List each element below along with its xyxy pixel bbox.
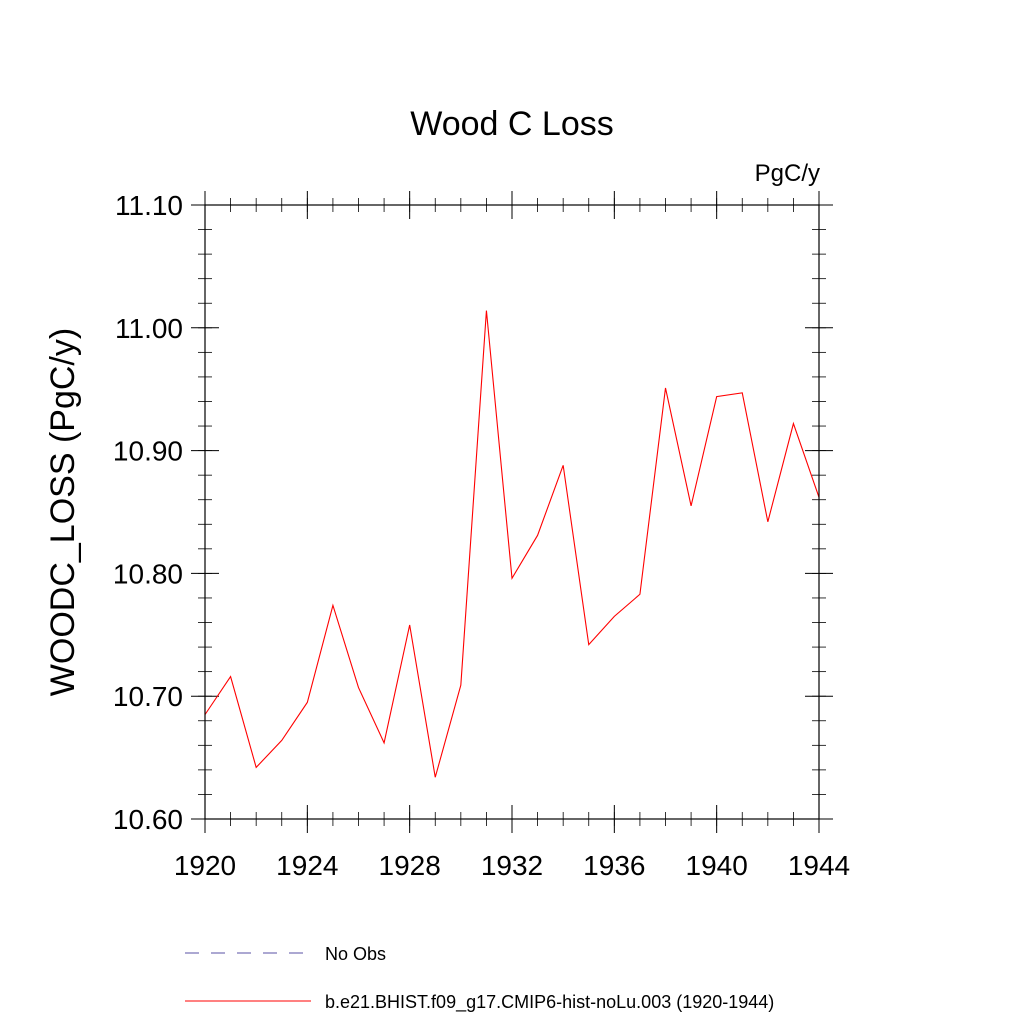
x-tick-label: 1920	[174, 850, 236, 881]
x-tick-label: 1936	[583, 850, 645, 881]
x-tick-labels: 1920 1924 1928 1932 1936 1940 1944	[174, 850, 850, 881]
x-tick-label: 1928	[379, 850, 441, 881]
x-tick-label: 1940	[686, 850, 748, 881]
y-axis-label: WOODC_LOSS (PgC/y)	[44, 328, 82, 696]
series-group	[204, 310, 820, 778]
x-tick-label: 1944	[788, 850, 850, 881]
plot-frame	[204, 204, 820, 820]
y-tick-label: 10.80	[113, 558, 183, 589]
y-tick-label: 10.70	[113, 681, 183, 712]
x-tick-label: 1932	[481, 850, 543, 881]
legend-label-series: b.e21.BHIST.f09_g17.CMIP6-hist-noLu.003 …	[325, 992, 774, 1013]
series-line-0	[204, 310, 820, 778]
x-tick-label: 1924	[276, 850, 338, 881]
legend-label-no-obs: No Obs	[325, 944, 386, 964]
axis-ticks	[191, 191, 833, 833]
y-tick-label: 11.00	[115, 313, 183, 344]
legend: No Obs b.e21.BHIST.f09_g17.CMIP6-hist-no…	[185, 944, 774, 1013]
units-label: PgC/y	[755, 160, 820, 187]
y-tick-label: 11.10	[115, 190, 183, 221]
chart-title: Wood C Loss	[410, 105, 613, 143]
y-tick-label: 10.60	[113, 804, 183, 835]
y-tick-labels: 10.60 10.70 10.80 10.90 11.00 11.10	[113, 190, 183, 835]
y-tick-label: 10.90	[113, 436, 183, 467]
